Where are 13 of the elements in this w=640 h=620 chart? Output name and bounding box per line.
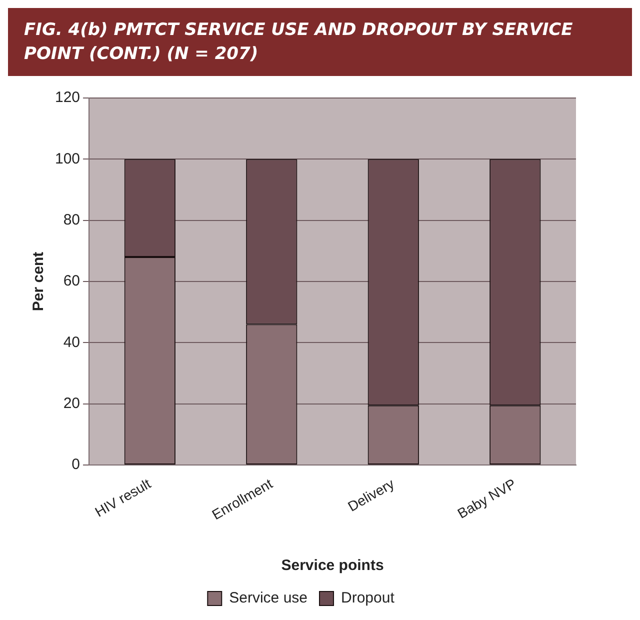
x-axis-title: Service points — [281, 557, 384, 574]
y-tick-label: 120 — [54, 89, 80, 106]
y-tick-label: 80 — [63, 211, 80, 228]
legend-label: Service use — [229, 590, 308, 607]
y-axis-title: Per cent — [30, 252, 48, 312]
legend-label: Dropout — [341, 590, 396, 607]
y-tick-label: 0 — [72, 456, 80, 474]
y-tick-label: 40 — [63, 334, 80, 351]
y-tick-label: 20 — [63, 394, 80, 412]
y-tick-label: 100 — [54, 150, 80, 168]
y-tick-label: 60 — [63, 272, 80, 290]
x-tick-label: Baby NVP — [454, 475, 519, 522]
chart-title: FIG. 4(b) PMTCT SERVICE USE AND DROPOUT BY SERVICE POINT (CONT.) (N = 207) — [8, 8, 632, 76]
